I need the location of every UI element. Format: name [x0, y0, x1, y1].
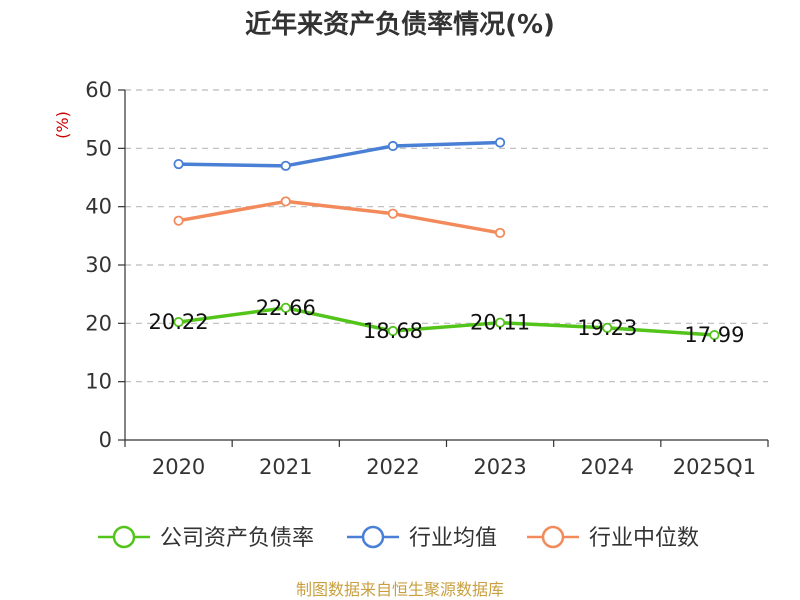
legend-label-0: 公司资产负债率	[160, 526, 314, 551]
data-label-2020: 20.22	[149, 310, 209, 334]
data-label-2021: 22.66	[256, 296, 316, 320]
x-tick-label-2025Q1: 2025Q1	[673, 455, 756, 479]
series-0-point-3	[494, 317, 506, 328]
series-line-0	[178, 306, 715, 337]
series-0-point-4	[602, 322, 613, 333]
series-1-point-0	[173, 158, 184, 170]
x-tick-label-2020: 2020	[152, 455, 205, 479]
source-note: 制图数据来自恒生聚源数据库	[296, 580, 504, 599]
data-labels: 20.22 22.66 18.68 20.11 19.23 17.99	[149, 296, 745, 347]
series-0-point-2	[387, 325, 399, 337]
series-0-point-5	[709, 329, 720, 341]
series-1-point-3	[494, 137, 506, 148]
x-tick-label-2024: 2024	[581, 455, 634, 479]
legend-label-1: 行业均值	[409, 526, 497, 551]
y-tick-label-40: 40	[85, 195, 112, 219]
series-line-2	[178, 199, 501, 235]
data-label-2024: 19.23	[577, 316, 637, 340]
y-tick-label-50: 50	[85, 136, 112, 160]
series-2-point-2	[387, 208, 399, 219]
series-2-point-0	[173, 215, 184, 226]
legend-label-2: 行业中位数	[589, 526, 699, 551]
series-1-point-1	[280, 160, 291, 171]
data-label-2025Q1: 17.99	[684, 323, 744, 347]
series-layer	[173, 137, 720, 341]
series-1-point-2	[387, 140, 399, 152]
legend-marker-0	[112, 525, 136, 549]
y-tick-label-10: 10	[85, 370, 112, 394]
series-2-point-3	[494, 227, 506, 239]
grid-lines	[125, 89, 768, 383]
y-tick-label-60: 60	[85, 78, 112, 102]
series-2-point-1	[280, 196, 291, 207]
axes: 0 10 20 30 40 50 60 2020 2021 2022 2023 2024 2025Q1	[85, 78, 769, 479]
legend-marker-2	[541, 525, 565, 549]
y-tick-label-30: 30	[85, 253, 112, 277]
chart-title: 近年来资产负债率情况(%)	[245, 9, 555, 40]
legend: 公司资产负债率 行业均值 行业中位数	[98, 525, 699, 551]
series-0-point-0	[173, 316, 184, 328]
y-tick-label-20: 20	[85, 311, 112, 335]
series-line-1	[178, 140, 501, 168]
legend-marker-1	[361, 525, 385, 549]
series-0-point-1	[280, 302, 291, 313]
data-label-2023: 20.11	[470, 311, 530, 335]
y-tick-label-0: 0	[99, 428, 112, 452]
x-tick-label-2023: 2023	[473, 455, 526, 479]
y-axis-label: (%)	[53, 111, 72, 139]
x-tick-label-2021: 2021	[259, 455, 312, 479]
x-tick-label-2022: 2022	[366, 455, 419, 479]
data-label-2022: 18.68	[363, 319, 423, 343]
